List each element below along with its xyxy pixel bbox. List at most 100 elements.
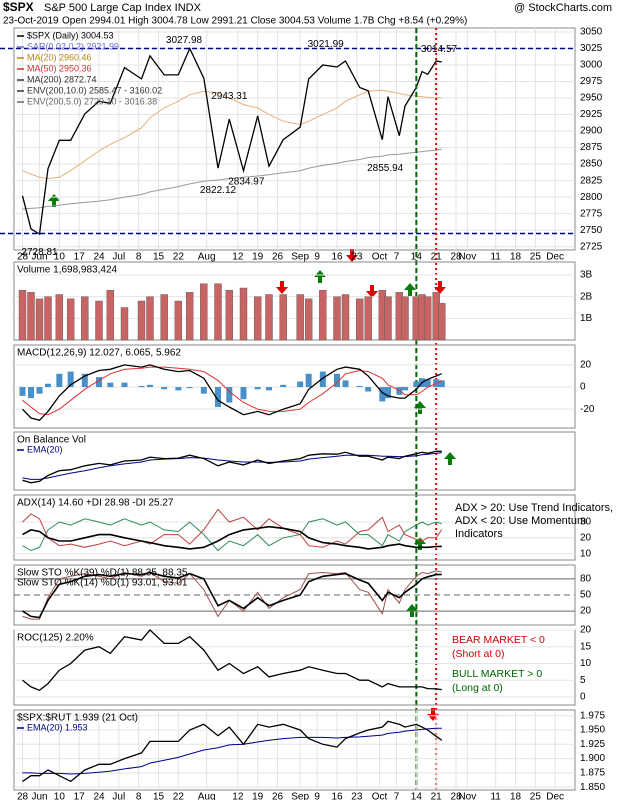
y-tick-label: 2975 xyxy=(580,76,603,87)
volume-bar xyxy=(239,287,248,341)
signal-arrows xyxy=(48,194,456,721)
price-annotation: 2855.94 xyxy=(367,163,404,174)
x-tick-label: Oct xyxy=(372,252,388,263)
x-tick-label: Sep xyxy=(291,252,309,263)
x-tick-label: 12 xyxy=(232,252,244,263)
panel-frame xyxy=(13,431,576,491)
x-tick-label: 21 xyxy=(431,252,443,263)
site: @ StockCharts.com xyxy=(514,2,612,14)
x-tick-label: 23 xyxy=(351,792,363,800)
y-tick-label: 3050 xyxy=(580,27,603,38)
x-tick-label: 15 xyxy=(153,792,165,800)
price-annotation: 3027.98 xyxy=(166,35,203,46)
panel-title: ROC(125) 2.20% xyxy=(17,633,94,644)
volume-bar xyxy=(438,302,446,341)
volume-bar xyxy=(265,294,273,341)
y-tick-label: 2825 xyxy=(580,175,603,186)
y-tick-label: 20 xyxy=(580,625,592,636)
volume-bar xyxy=(355,298,364,341)
x-tick-label: 18 xyxy=(510,792,522,800)
x-tick-label: 25 xyxy=(530,252,542,263)
panel-title: Volume 1,698,983,424 xyxy=(17,265,118,276)
x-tick-label: Nov xyxy=(458,252,476,263)
histogram-bar xyxy=(413,381,420,388)
volume-bar xyxy=(200,283,208,341)
x-tick-label: 9 xyxy=(314,252,320,263)
histogram-bar xyxy=(147,384,153,388)
volume-bar xyxy=(185,292,194,341)
x-tick-label: 18 xyxy=(510,252,522,263)
series-line xyxy=(22,727,442,775)
x-tick-label: 24 xyxy=(93,252,105,263)
y-tick-label: 3000 xyxy=(580,60,603,71)
volume-bar xyxy=(384,296,392,341)
panel-title: $SPX:$RUT 1.939 (21 Oct) xyxy=(17,713,138,724)
histogram-bar xyxy=(379,387,386,402)
legend-entry: $SPX (Daily) 3004.53 xyxy=(27,30,114,40)
y-tick-label: 10 xyxy=(580,658,592,669)
x-tick-label: 22 xyxy=(173,252,185,263)
x-tick-label: 19 xyxy=(252,792,264,800)
x-tick-label: Nov xyxy=(458,792,476,800)
y-tick-label: 3025 xyxy=(580,43,603,54)
adx-note: ADX < 20: Use Momentum xyxy=(455,515,586,527)
volume-bar xyxy=(279,294,287,341)
y-tick-label: 50 xyxy=(580,590,592,601)
volume-bar xyxy=(66,298,75,341)
series-line xyxy=(22,518,442,552)
index-name: S&P 500 Large Cap Index INDX xyxy=(44,2,202,14)
y-tick-label: 2B xyxy=(580,291,593,302)
histogram-bar xyxy=(81,373,88,388)
x-tick-label: 10 xyxy=(54,252,66,263)
volume-bar xyxy=(146,296,154,341)
x-tick-label: Aug xyxy=(198,792,216,800)
x-tick-label: Aug xyxy=(198,252,216,263)
y-tick-label: 2725 xyxy=(580,241,603,252)
x-tick-label: 23 xyxy=(351,252,363,263)
histogram-bar xyxy=(96,377,102,388)
y-tick-label: 1.875 xyxy=(580,767,605,778)
volume-bar xyxy=(253,296,262,341)
roc-note: BULL MARKET > 0 xyxy=(452,668,542,680)
roc-note: (Short at 0) xyxy=(452,648,505,660)
x-tick-label: 10 xyxy=(54,792,66,800)
price-annotation: 2728.81 xyxy=(21,247,58,258)
y-tick-label: 2900 xyxy=(580,126,603,137)
legend-entry: MA(200) 2872.74 xyxy=(27,74,97,84)
date: 23-Oct-2019 xyxy=(3,16,59,27)
histogram-bar xyxy=(280,384,287,388)
legend-entry: MA(50) 2950.36 xyxy=(27,63,92,73)
legend-entry: MA(20) 2960.46 xyxy=(27,52,92,62)
histogram-bar xyxy=(19,387,26,396)
histogram-bar xyxy=(138,385,145,388)
price-annotation: 2943.31 xyxy=(211,91,248,102)
histogram-bar xyxy=(67,371,74,388)
x-tick-label: 9 xyxy=(314,792,320,800)
x-tick-label: Sep xyxy=(291,792,309,800)
volume-bar xyxy=(296,294,304,341)
x-tick-label: 8 xyxy=(136,792,142,800)
y-tick-label: 30 xyxy=(580,517,592,528)
histogram-bar xyxy=(424,379,431,388)
y-tick-label: 1.975 xyxy=(580,710,605,721)
y-tick-label: 2850 xyxy=(580,159,603,170)
volume-bar xyxy=(160,294,168,341)
x-tick-label: Jun xyxy=(31,252,47,263)
volume-bar xyxy=(44,296,52,341)
histogram-bar xyxy=(107,382,114,388)
volume-bar xyxy=(401,296,409,341)
x-tick-label: 8 xyxy=(136,252,142,263)
price-annotation: 2822.12 xyxy=(200,185,237,196)
series-line xyxy=(22,450,442,484)
x-tick-label: 24 xyxy=(93,792,105,800)
legend-entry: ENV(200,10.0) 2585.47 - 3160.02 xyxy=(27,85,162,95)
roc-note: (Long at 0) xyxy=(452,682,503,694)
x-tick-label: 22 xyxy=(173,792,185,800)
histogram-bar xyxy=(365,387,372,392)
histogram-bar xyxy=(266,387,272,391)
volume-bar xyxy=(341,294,350,341)
x-tick-label: 11 xyxy=(490,252,501,263)
volume-bar xyxy=(18,289,27,341)
panel-title: MACD(12,26,9) 12.027, 6.065, 5.962 xyxy=(17,348,181,359)
